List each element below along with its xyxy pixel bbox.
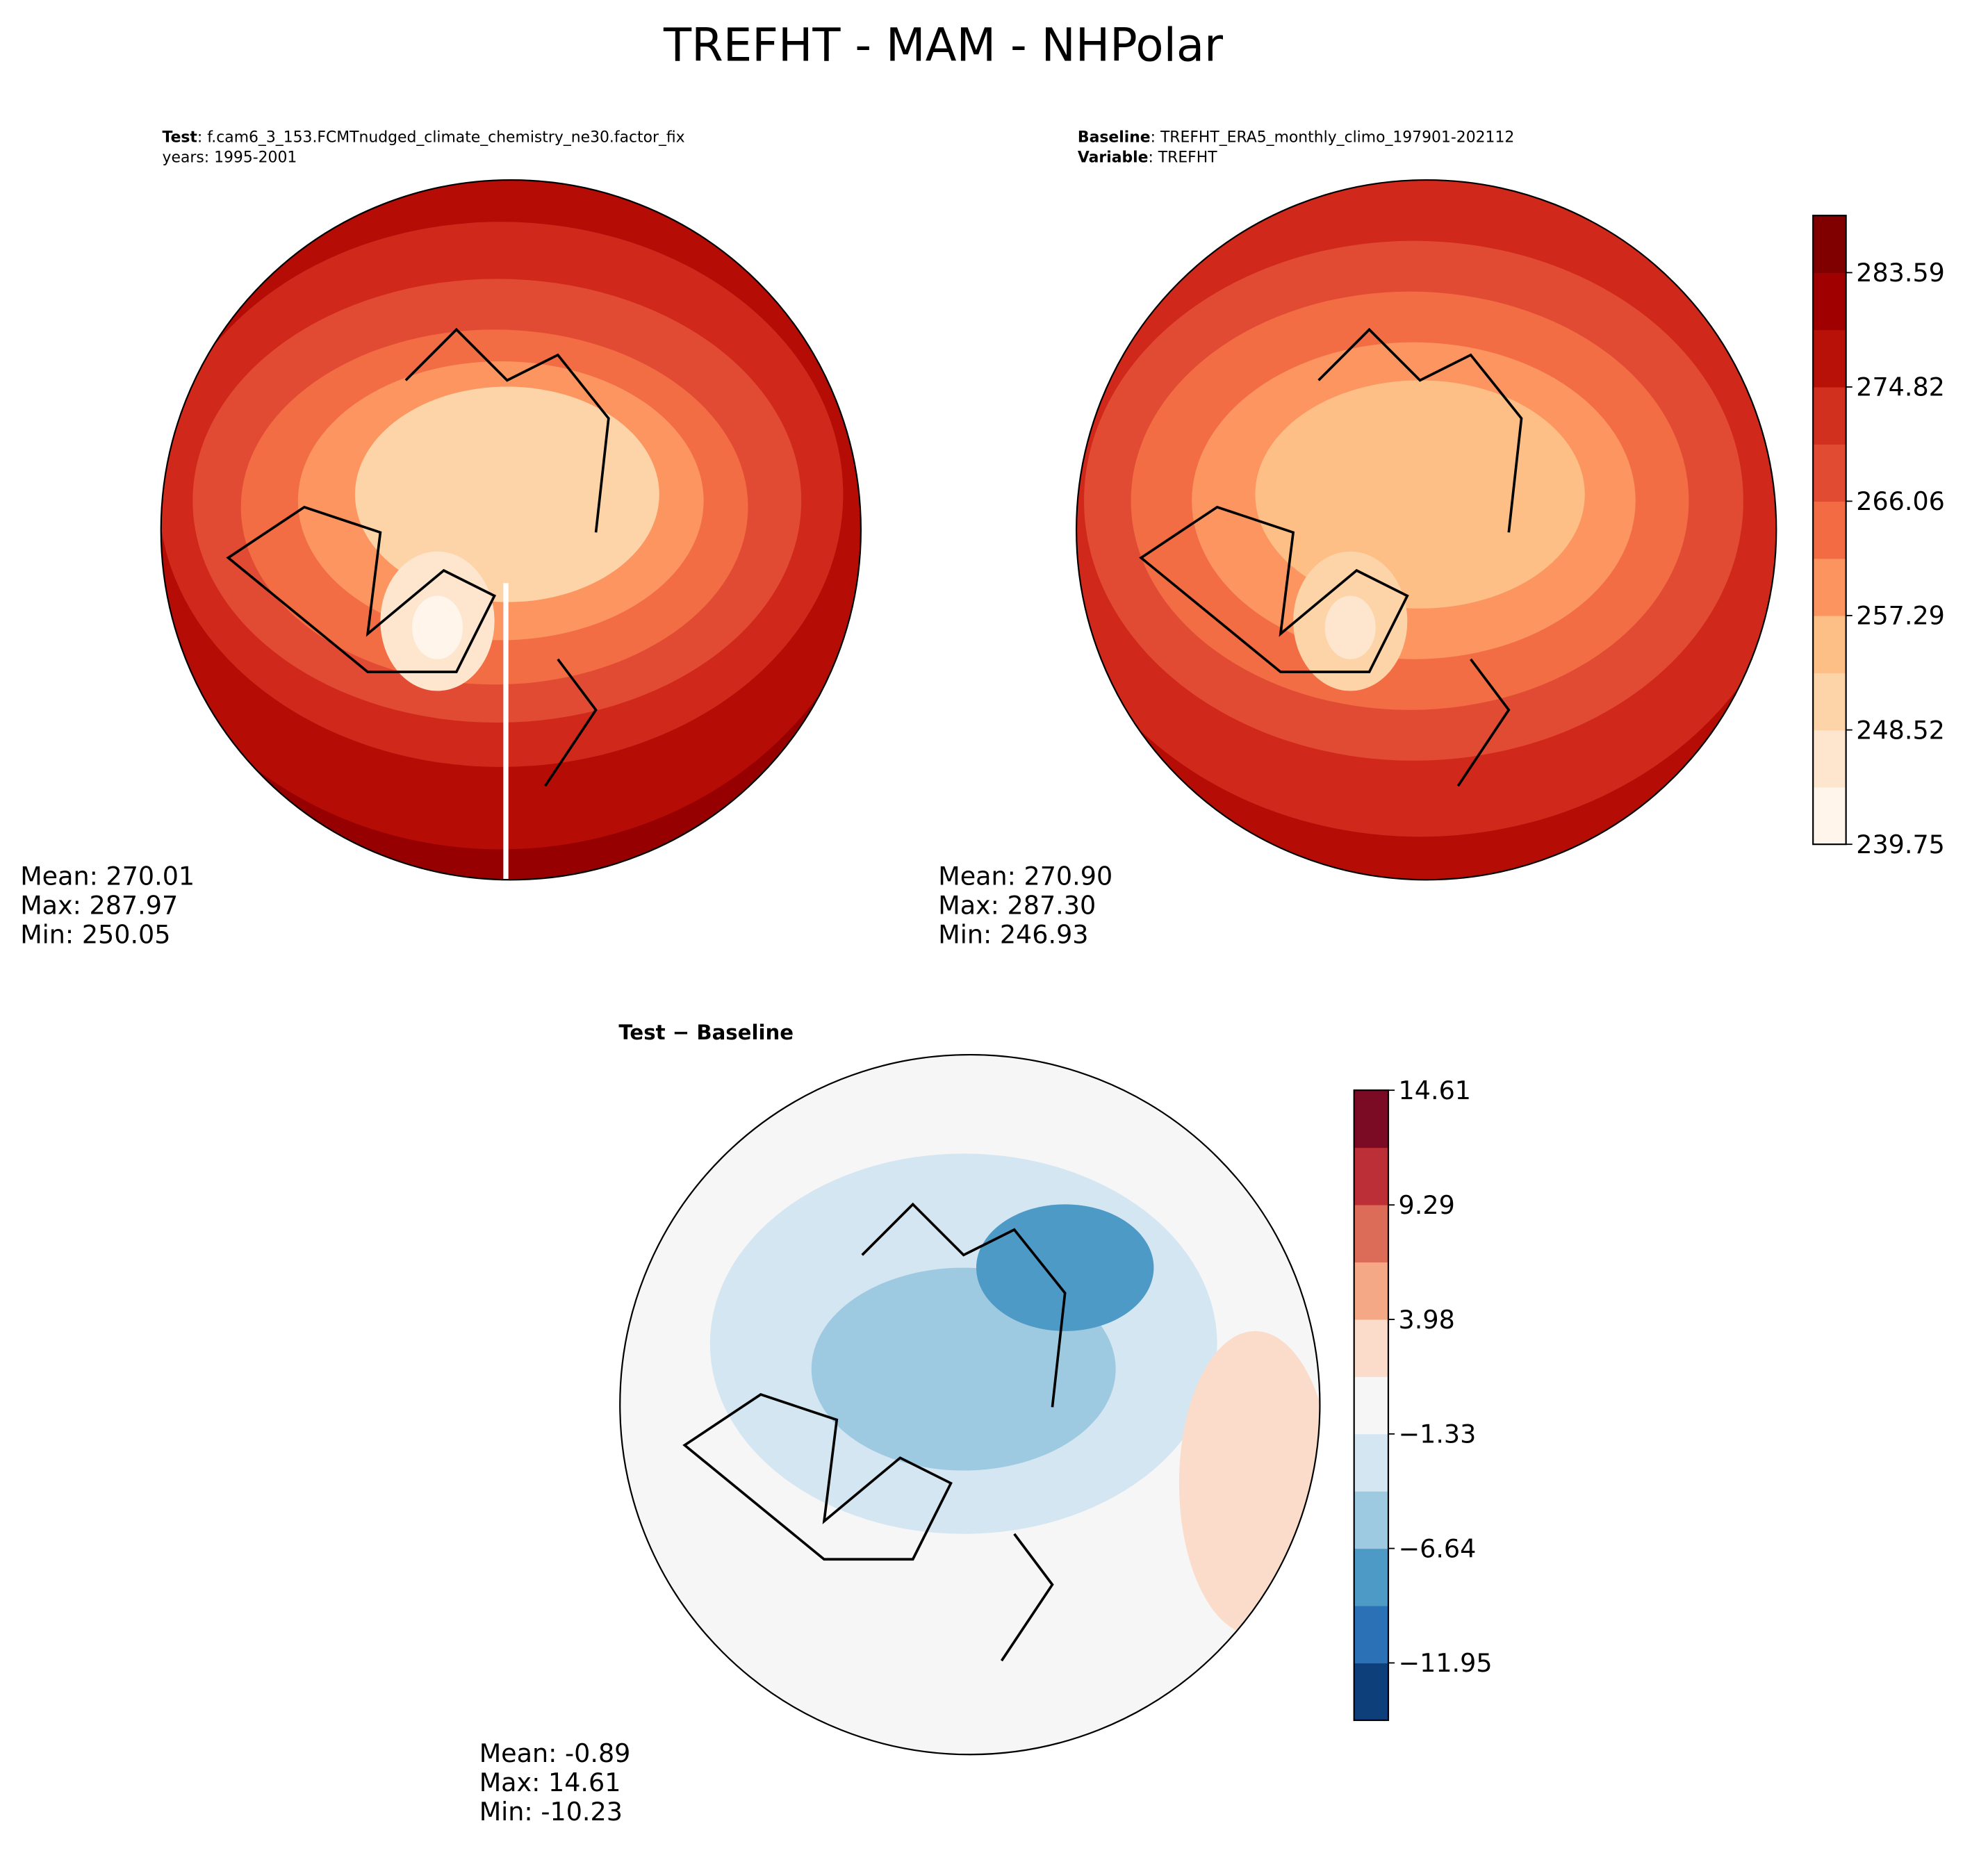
header-label: Test − Baseline [618,1021,794,1044]
colorbar-band [1813,386,1846,445]
map-baseline [1076,180,1777,880]
figure-title: TREFHT - MAM - NHPolar [663,19,1223,72]
colorbar-band [1354,1663,1388,1721]
stat-line: Min: -10.23 [479,1797,623,1827]
annotations: Test: f.cam6_3_153.FCMTnudged_climate_ch… [20,129,1514,1827]
colorbar-band [1813,501,1846,559]
colorbar-tick-label: −6.64 [1399,1533,1477,1563]
panel-header: Test − Baseline [618,1021,794,1044]
colorbar-frame [1353,1089,1390,1722]
colorbar-band [1813,673,1846,731]
colorbar-tick-label: 9.29 [1399,1190,1455,1220]
header-text: years: 1995-2001 [163,149,297,167]
stat-line: Max: 287.30 [938,891,1096,921]
colorbar-band [1813,329,1846,388]
header-text: : f.cam6_3_153.FCMTnudged_climate_chemis… [197,129,685,146]
colorbar-tick-label: −1.33 [1399,1419,1477,1449]
colorbar-tick-label: 3.98 [1399,1305,1455,1335]
map-test [161,180,861,880]
colorbar-band [1813,272,1846,331]
stat-line: Mean: 270.01 [20,862,195,891]
panel-header: Variable: TREFHT [1078,149,1217,167]
colorbar-frame [1812,215,1847,846]
colorbar-tick-label: −11.95 [1399,1648,1493,1678]
colorbar-band [1354,1205,1388,1263]
colorbar-band [1813,558,1846,616]
panel-header: Test: f.cam6_3_153.FCMTnudged_climate_ch… [163,129,685,146]
stat-line: Max: 287.97 [20,891,178,921]
stat-line: Min: 246.93 [938,919,1088,949]
panel-header: Baseline: TREFHT_ERA5_monthly_climo_1979… [1078,129,1514,146]
colorbar-band [1813,616,1846,673]
colorbar-band [1813,787,1846,845]
panel-header: years: 1995-2001 [163,149,297,167]
header-text: : TREFHT [1148,149,1217,167]
colorbar-band [1354,1319,1388,1377]
colorbar-band [1813,215,1846,273]
stat-line: Max: 14.61 [479,1768,621,1797]
colorbar-band [1354,1433,1388,1492]
colorbar-band [1354,1090,1388,1148]
colorbar-tick-label: 274.82 [1856,372,1945,402]
colorbar-tick-label: 257.29 [1856,601,1945,631]
colorbar-band [1354,1147,1388,1205]
stat-line: Min: 250.05 [20,919,170,949]
colorbar-band [1354,1606,1388,1664]
header-label: Variable [1078,149,1149,167]
colorbar-tick-label: 266.06 [1856,486,1945,516]
colorbar-band [1354,1491,1388,1549]
stat-line: Mean: -0.89 [479,1738,631,1768]
colorbar-tick-label: 248.52 [1856,715,1945,745]
colorbars: 239.75 248.52 257.29 266.06 274.82 283.59 −11.… [1353,215,1945,1722]
header-label: Test [163,129,197,146]
colorbar-band [1813,730,1846,788]
map-difference [620,1055,1320,1755]
colorbar-band [1354,1262,1388,1320]
colorbar-tick-label: 239.75 [1856,830,1945,859]
header-text: : TREFHT_ERA5_monthly_climo_197901-20211… [1151,129,1515,146]
colorbar-tick-label: 283.59 [1856,258,1945,288]
colorbar-tick-label: 14.61 [1399,1076,1471,1105]
header-label: Baseline [1078,129,1151,146]
colorbar-band [1354,1376,1388,1435]
colorbar-band [1813,444,1846,502]
stat-line: Mean: 270.90 [938,862,1112,891]
colorbar-band [1354,1548,1388,1606]
